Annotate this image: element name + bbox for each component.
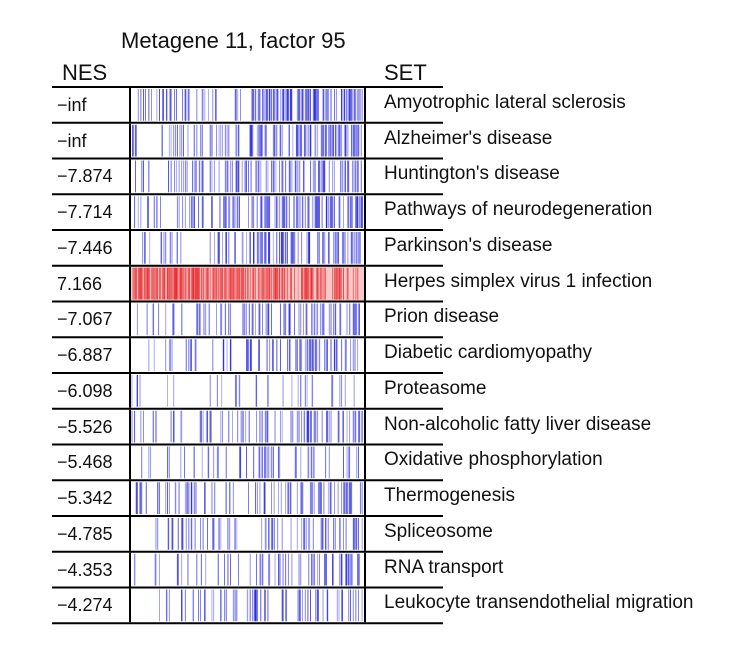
nes-value: −7.067: [57, 309, 113, 330]
nes-value: −inf: [57, 94, 87, 115]
nes-value: −6.098: [57, 380, 113, 401]
nes-value: −4.274: [57, 595, 113, 616]
nes-value: 7.166: [57, 273, 103, 294]
set-label: Parkinson's disease: [384, 234, 553, 256]
nes-value: −4.785: [57, 523, 113, 544]
nes-value: −7.446: [57, 237, 113, 258]
nes-column-header: NES: [62, 60, 108, 85]
nes-value: −6.887: [57, 345, 113, 366]
set-column-header: SET: [384, 60, 427, 85]
set-label: Leukocyte transendothelial migration: [384, 592, 694, 614]
set-label: Amyotrophic lateral sclerosis: [384, 91, 626, 113]
nes-value: −4.353: [57, 559, 113, 580]
nes-value: −5.526: [57, 416, 113, 437]
set-label: Non-alcoholic fatty liver disease: [384, 413, 652, 435]
set-label: Oxidative phosphorylation: [384, 449, 603, 471]
set-label: Proteasome: [384, 377, 487, 399]
nes-value: −5.468: [57, 452, 113, 473]
set-label: Prion disease: [384, 306, 500, 328]
set-label: Diabetic cardiomyopathy: [384, 342, 593, 364]
set-label: Huntington's disease: [384, 163, 560, 185]
set-label: Thermogenesis: [384, 485, 515, 507]
nes-value: −inf: [57, 130, 87, 151]
set-label: Alzheimer's disease: [384, 127, 553, 149]
set-label: Spliceosome: [384, 520, 493, 542]
set-label: RNA transport: [384, 556, 504, 578]
set-label: Herpes simplex virus 1 infection: [384, 270, 653, 292]
nes-value: −7.714: [57, 202, 113, 223]
chart-title: Metagene 11, factor 95: [121, 28, 346, 53]
nes-value: −7.874: [57, 166, 113, 187]
nes-value: −5.342: [57, 488, 113, 509]
set-label: Pathways of neurodegeneration: [384, 199, 653, 221]
